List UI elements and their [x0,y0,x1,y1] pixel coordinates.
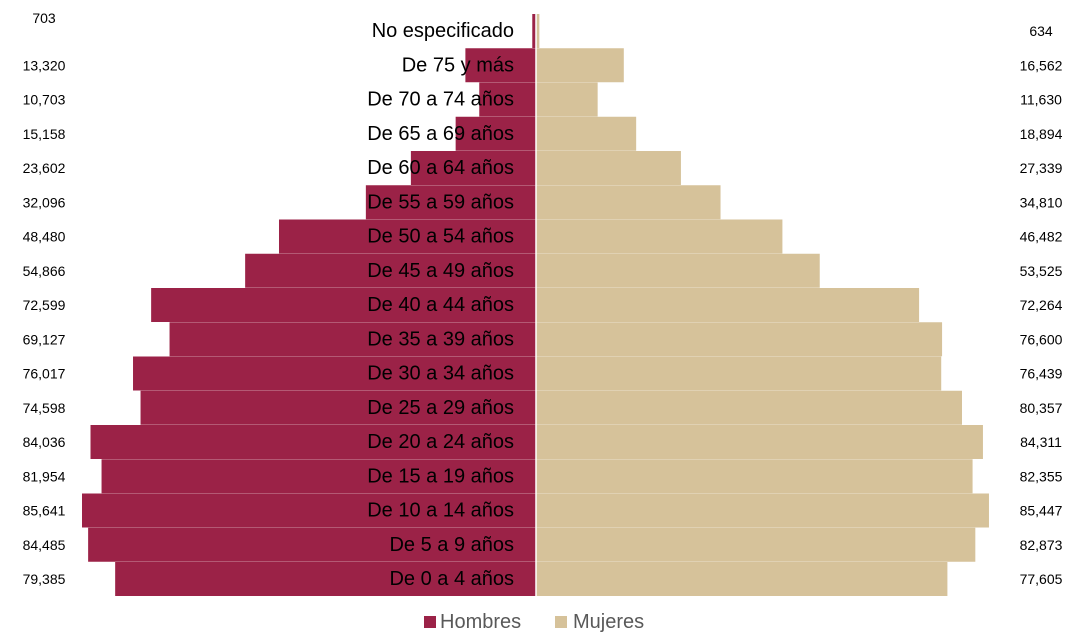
category-label-de-55-a-59-anos: De 55 a 59 años [367,191,514,213]
category-label-de-40-a-44-anos: De 40 a 44 años [367,294,514,316]
category-labels: No especificado De 75 y más De 70 a 74 año… [367,20,514,590]
value-label-hombres-de-40-a-44-anos: 72,599 [23,297,66,313]
value-label-mujeres-de-30-a-34-anos: 76,439 [1020,366,1063,382]
value-label-hombres-de-75-y-mas: 13,320 [23,57,66,73]
value-label-hombres-de-25-a-29-anos: 74,598 [23,400,66,416]
bar-hombres-de-50-a-54-anos [278,219,536,254]
value-label-hombres-de-45-a-49-anos: 54,866 [23,263,66,279]
bar-hombres-de-75-y-mas [465,48,536,83]
bar-hombres-de-15-a-19-anos [101,459,536,494]
legend-label-mujeres: Mujeres [573,611,644,632]
bar-hombres-de-0-a-4-anos [115,562,536,596]
category-label-de-15-a-19-anos: De 15 a 19 años [367,465,514,487]
bar-hombres-de-45-a-49-anos [245,253,536,288]
value-label-mujeres-de-20-a-24-anos: 84,311 [1020,434,1062,450]
mujeres-value-labels: 634 16,562 11,630 18,894 27,339 34,810 46,482 5… [1020,23,1063,587]
value-label-mujeres-de-35-a-39-anos: 76,600 [1020,331,1063,347]
bar-mujeres-de-70-a-74-anos [536,82,598,117]
value-label-mujeres-de-15-a-19-anos: 82,355 [1020,468,1063,484]
category-label-de-35-a-39-anos: De 35 a 39 años [367,328,514,350]
bar-mujeres-de-20-a-24-anos [536,425,983,459]
hombres-bars [82,14,537,596]
bar-mujeres-de-40-a-44-anos [536,288,920,322]
bar-mujeres-de-25-a-29-anos [536,390,962,425]
bar-mujeres-de-35-a-39-anos [536,322,943,357]
category-label-no-especificado: No especificado [372,20,514,42]
value-label-mujeres-de-10-a-14-anos: 85,447 [1020,503,1063,519]
mujeres-bars [536,14,989,596]
bar-mujeres-de-10-a-14-anos [536,493,989,528]
value-label-hombres-de-5-a-9-anos: 84,485 [23,537,66,553]
category-label-de-70-a-74-anos: De 70 a 74 años [367,89,514,111]
category-label-de-30-a-34-anos: De 30 a 34 años [367,363,514,385]
bar-mujeres-de-30-a-34-anos [536,356,942,391]
category-label-de-10-a-14-anos: De 10 a 14 años [367,500,514,522]
category-label-de-25-a-29-anos: De 25 a 29 años [367,397,514,419]
category-label-de-5-a-9-anos: De 5 a 9 años [389,534,514,556]
value-label-hombres-de-60-a-64-anos: 23,602 [23,160,66,176]
bar-mujeres-no-especificado [536,14,540,48]
bar-mujeres-de-50-a-54-anos [536,219,783,254]
value-label-mujeres-de-45-a-49-anos: 53,525 [1020,263,1063,279]
value-label-hombres-de-65-a-69-anos: 15,158 [23,126,66,142]
category-label-de-45-a-49-anos: De 45 a 49 años [367,260,514,282]
bar-mujeres-de-0-a-4-anos [536,562,948,596]
legend-swatch-hombres [424,616,436,628]
bar-hombres-no-especificado [532,14,536,48]
value-label-hombres-no-especificado: 703 [32,10,56,26]
value-label-mujeres-de-40-a-44-anos: 72,264 [1020,297,1063,313]
bar-mujeres-de-45-a-49-anos [536,253,820,288]
bar-mujeres-de-55-a-59-anos [536,185,721,220]
value-label-hombres-de-55-a-59-anos: 32,096 [23,194,66,210]
bar-hombres-de-40-a-44-anos [151,288,536,322]
category-label-de-20-a-24-anos: De 20 a 24 años [367,431,514,453]
value-label-mujeres-de-0-a-4-anos: 77,605 [1020,571,1063,587]
legend: Hombres Mujeres [424,611,644,632]
bar-hombres-de-10-a-14-anos [82,493,536,528]
value-label-mujeres-de-5-a-9-anos: 82,873 [1020,537,1063,553]
bar-hombres-de-30-a-34-anos [133,356,536,391]
value-label-hombres-de-0-a-4-anos: 79,385 [23,571,66,587]
value-label-mujeres-de-65-a-69-anos: 18,894 [1020,126,1063,142]
bar-hombres-de-70-a-74-anos [479,82,536,117]
legend-swatch-mujeres [555,616,567,628]
value-label-mujeres-de-75-y-mas: 16,562 [1020,57,1063,73]
value-label-mujeres-de-55-a-59-anos: 34,810 [1020,194,1063,210]
value-label-hombres-de-10-a-14-anos: 85,641 [23,503,66,519]
legend-label-hombres: Hombres [440,611,521,632]
bar-hombres-de-5-a-9-anos [88,527,537,562]
value-label-mujeres-no-especificado: 634 [1029,23,1053,39]
value-label-mujeres-de-50-a-54-anos: 46,482 [1020,229,1063,245]
value-label-hombres-de-50-a-54-anos: 48,480 [23,229,66,245]
bar-hombres-de-25-a-29-anos [140,390,536,425]
bar-mujeres-de-15-a-19-anos [536,459,973,494]
value-label-hombres-de-70-a-74-anos: 10,703 [23,92,66,108]
value-label-hombres-de-35-a-39-anos: 69,127 [23,331,66,347]
category-label-de-0-a-4-anos: De 0 a 4 años [389,568,514,590]
hombres-value-labels: 703 13,320 10,703 15,158 23,602 32,096 48,480 5… [23,10,66,587]
value-label-hombres-de-30-a-34-anos: 76,017 [23,366,66,382]
bar-mujeres-de-65-a-69-anos [536,116,637,151]
bar-hombres-de-55-a-59-anos [365,185,536,220]
bar-hombres-de-20-a-24-anos [90,425,536,459]
value-label-mujeres-de-70-a-74-anos: 11,630 [1020,92,1062,108]
value-label-mujeres-de-25-a-29-anos: 80,357 [1020,400,1063,416]
value-label-hombres-de-20-a-24-anos: 84,036 [23,434,66,450]
bar-mujeres-de-60-a-64-anos [536,151,681,185]
category-label-de-50-a-54-anos: De 50 a 54 años [367,226,514,248]
category-label-de-65-a-69-anos: De 65 a 69 años [367,123,514,145]
bar-mujeres-de-75-y-mas [536,48,624,83]
value-label-hombres-de-15-a-19-anos: 81,954 [23,468,66,484]
bar-hombres-de-35-a-39-anos [169,322,536,357]
category-label-de-75-y-mas: De 75 y más [402,54,514,76]
value-label-mujeres-de-60-a-64-anos: 27,339 [1020,160,1063,176]
bar-hombres-de-65-a-69-anos [455,116,536,151]
bar-hombres-de-60-a-64-anos [410,151,536,185]
bar-mujeres-de-5-a-9-anos [536,527,976,562]
category-label-de-60-a-64-anos: De 60 a 64 años [367,157,514,179]
